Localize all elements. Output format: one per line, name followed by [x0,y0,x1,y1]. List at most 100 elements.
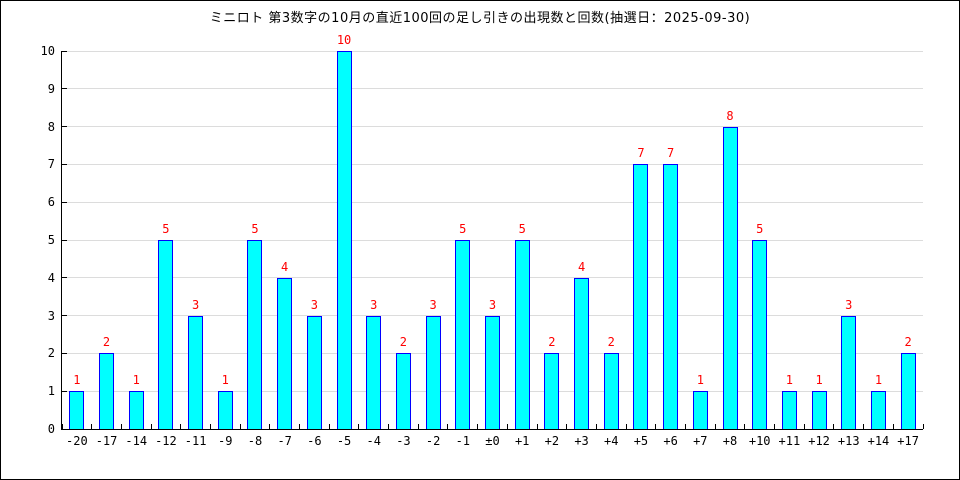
bar-value-label: 5 [518,222,526,236]
bar-value-label: 3 [429,297,437,312]
bar-value-label: 2 [548,335,556,350]
x-tick-label: +3 [574,434,589,448]
bar [485,315,500,429]
bar-value-label: 5 [162,222,170,236]
bar-value-label: 7 [637,146,645,161]
bar-value-label: 1 [696,373,704,388]
x-tick-label: -3 [396,434,411,448]
bar-value-label: 1 [221,373,229,388]
y-tick-label: 6 [47,195,55,210]
gridline [62,277,923,279]
bar-value-label: 4 [281,259,289,274]
x-tick-label: -12 [155,434,177,448]
bar-value-label: 3 [488,297,497,312]
bar [455,240,471,429]
bar [188,315,204,429]
bar-value-label: 2 [904,335,912,350]
x-axis-tick [892,424,894,429]
bar-value-label: 1 [73,373,81,388]
bar-value-label: 5 [459,222,467,236]
x-axis-tick [209,424,211,429]
x-axis-tick [625,424,627,429]
bar [336,51,352,429]
x-tick-label: -6 [307,434,322,448]
bar [306,315,322,429]
bar [158,240,174,429]
bar [870,391,886,429]
x-tick-label: +10 [748,434,771,448]
x-axis-tick [863,424,865,429]
x-tick-label: +2 [544,434,560,448]
x-axis-tick [774,424,776,429]
bar-value-label: 2 [607,335,615,350]
gridline [62,88,923,90]
x-axis-tick [447,424,449,429]
x-tick-label: +8 [722,434,738,448]
bar [692,391,708,429]
x-tick-label: -20 [66,434,88,448]
x-axis-tick [91,424,93,429]
x-tick-label: +1 [514,434,530,448]
x-tick-label: -5 [336,434,352,448]
x-axis-tick [180,424,182,429]
y-axis-tick [62,163,67,165]
y-tick-label: 7 [47,157,55,172]
bar [366,315,382,429]
x-tick-label: +11 [778,434,801,448]
bar [128,391,144,429]
bar-value-label: 8 [726,108,734,123]
bar [633,164,649,429]
bar [217,391,233,429]
x-tick-label: +6 [663,434,678,448]
x-tick-label: +14 [867,434,890,448]
x-tick-label: -7 [277,434,292,448]
x-axis-tick [684,424,686,429]
bar-value-label: 3 [191,297,200,312]
bar-value-label: 1 [815,373,823,388]
x-axis-tick [922,424,924,429]
bar [247,240,263,429]
x-tick-label: -11 [184,434,207,448]
x-axis-tick [239,424,241,429]
x-axis-tick [358,424,360,429]
y-axis-tick [62,126,67,128]
x-tick-label: +13 [837,434,860,448]
x-tick-label: -2 [425,434,441,448]
y-tick-label: 10 [40,44,55,58]
bar [841,315,857,429]
x-tick-label: -14 [125,434,148,448]
bar-value-label: 5 [756,222,764,236]
x-axis-tick [803,424,805,429]
x-axis-tick [595,424,597,429]
y-axis-tick [62,88,67,90]
bar [544,353,560,429]
x-tick-label: +17 [897,434,919,448]
y-tick-label: 8 [47,119,55,134]
gridline [62,126,923,128]
bar-value-label: 2 [102,335,111,350]
x-tick-label: -17 [95,434,118,448]
x-tick-label: -9 [218,434,233,448]
x-axis-tick [150,424,152,429]
y-axis-tick [62,390,67,392]
bar-value-label: 1 [874,373,883,388]
bar [425,315,441,429]
bar-value-label: 5 [251,222,259,236]
bar [99,353,115,429]
x-tick-label: +5 [633,434,649,448]
gridline [62,201,923,203]
y-tick-label: 2 [47,346,55,361]
x-axis-tick [120,424,122,429]
bar [514,240,530,429]
y-tick-label: 9 [47,81,55,96]
gridline [62,239,923,241]
y-tick-label: 1 [47,384,55,399]
x-tick-label: -8 [247,434,263,448]
x-axis-tick [269,424,271,429]
x-axis-tick [536,424,538,429]
x-axis-tick [655,424,657,429]
x-tick-label: ±0 [485,434,500,448]
x-axis-tick [328,424,330,429]
y-tick-label: 5 [47,233,55,247]
bar-value-label: 3 [845,297,853,312]
